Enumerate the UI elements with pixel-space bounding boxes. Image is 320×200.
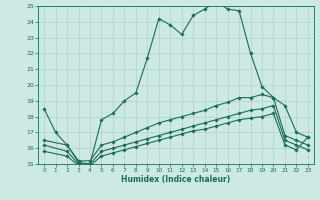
X-axis label: Humidex (Indice chaleur): Humidex (Indice chaleur) <box>121 175 231 184</box>
